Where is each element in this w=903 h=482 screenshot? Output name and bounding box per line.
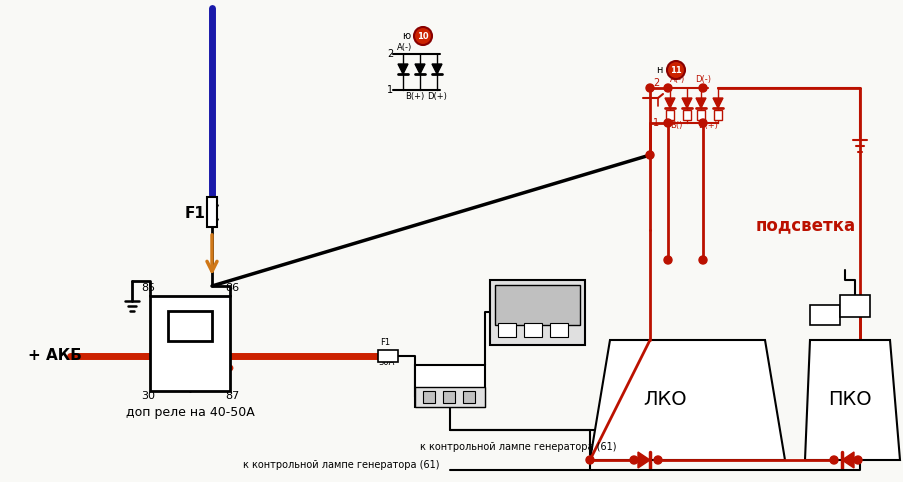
Bar [809, 305, 839, 325]
Text: 30A: 30A [377, 358, 394, 367]
Circle shape [664, 256, 671, 264]
Polygon shape [432, 64, 442, 74]
Text: A(-): A(-) [396, 42, 412, 52]
Bar [489, 280, 584, 345]
Bar [207, 197, 217, 227]
Polygon shape [695, 98, 705, 108]
Text: доп реле на 40-50A: доп реле на 40-50A [126, 406, 254, 419]
Text: 10: 10 [416, 31, 428, 40]
Text: подсветка: подсветка [755, 216, 855, 234]
Polygon shape [681, 98, 691, 108]
Polygon shape [712, 98, 722, 108]
Polygon shape [590, 340, 784, 460]
Text: 11: 11 [669, 66, 681, 75]
Circle shape [653, 456, 661, 464]
Bar [713, 110, 721, 120]
Circle shape [629, 456, 638, 464]
Text: B(+): B(+) [405, 93, 424, 102]
Polygon shape [841, 452, 853, 468]
Bar [414, 365, 485, 407]
Circle shape [698, 84, 706, 92]
Polygon shape [414, 64, 424, 74]
Text: 86: 86 [225, 283, 238, 293]
Text: ПКО: ПКО [827, 390, 870, 410]
Circle shape [585, 456, 593, 464]
Text: 2: 2 [386, 49, 393, 59]
Bar [414, 387, 485, 407]
Bar [524, 323, 542, 337]
Text: F1: F1 [185, 205, 206, 220]
Polygon shape [397, 64, 407, 74]
Text: 1: 1 [386, 85, 393, 95]
Circle shape [646, 151, 653, 159]
Text: D(-): D(-) [694, 75, 711, 84]
Text: ЛКО: ЛКО [642, 390, 686, 410]
Bar [462, 391, 474, 403]
Bar [839, 295, 869, 317]
Text: 1: 1 [652, 118, 658, 128]
Polygon shape [638, 452, 649, 468]
Bar [168, 311, 212, 341]
Polygon shape [804, 340, 899, 460]
Bar [423, 391, 434, 403]
Circle shape [646, 84, 653, 92]
Bar [495, 285, 580, 325]
Circle shape [698, 119, 706, 127]
Circle shape [829, 456, 837, 464]
Bar [498, 323, 516, 337]
Bar [666, 110, 674, 120]
Bar [549, 323, 567, 337]
Text: к контрольной лампе генератора (61): к контрольной лампе генератора (61) [420, 442, 616, 452]
Text: + АКБ: + АКБ [28, 348, 82, 363]
Bar [442, 391, 454, 403]
Text: к контрольной лампе генератора (61): к контрольной лампе генератора (61) [243, 460, 440, 470]
Text: 2: 2 [652, 78, 658, 88]
Text: н: н [656, 65, 662, 75]
Text: 87: 87 [225, 391, 239, 401]
Circle shape [666, 61, 684, 79]
Bar [683, 110, 690, 120]
Text: B(): B() [669, 121, 682, 130]
Circle shape [853, 456, 861, 464]
Text: ю: ю [402, 31, 410, 41]
Text: D(+): D(+) [426, 93, 446, 102]
Text: 30: 30 [141, 391, 154, 401]
Text: F1: F1 [379, 338, 390, 347]
Circle shape [664, 84, 671, 92]
Bar [150, 296, 229, 391]
Bar [696, 110, 704, 120]
Text: D(+): D(+) [697, 121, 717, 130]
Polygon shape [665, 98, 675, 108]
Bar [377, 350, 397, 362]
Circle shape [698, 256, 706, 264]
Text: 85: 85 [141, 283, 155, 293]
Circle shape [664, 119, 671, 127]
Text: A(-): A(-) [669, 75, 684, 84]
Circle shape [414, 27, 432, 45]
